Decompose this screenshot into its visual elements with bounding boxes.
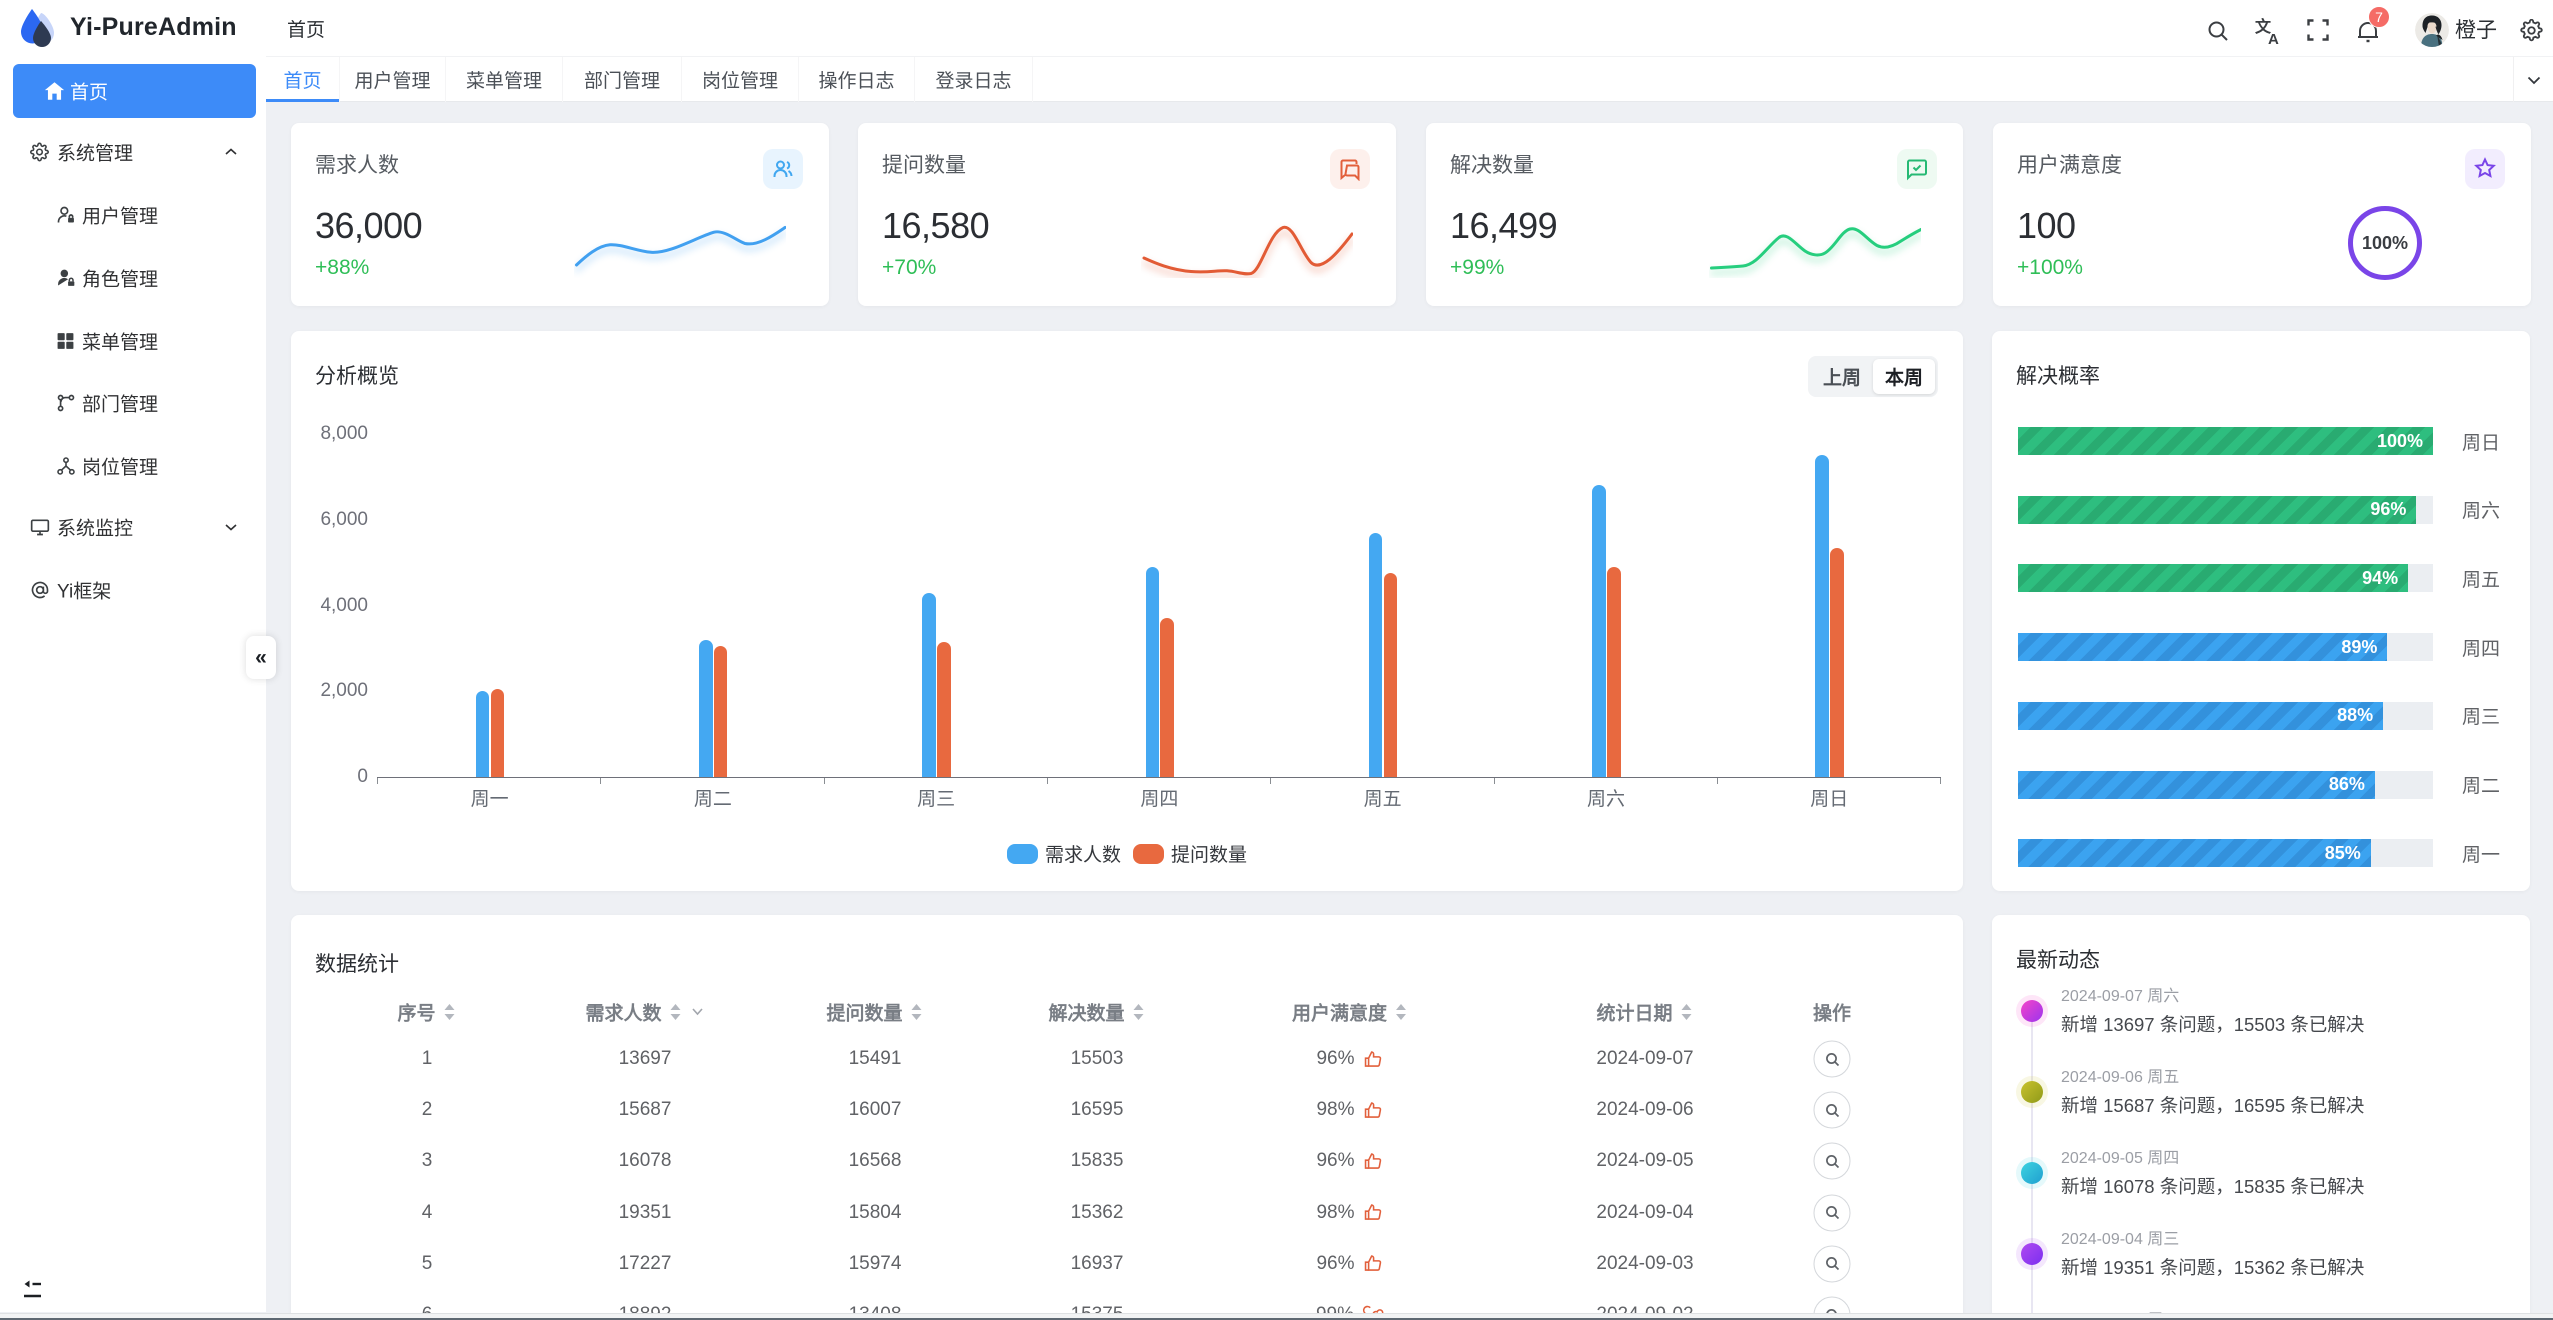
svg-text:A: A	[2268, 31, 2279, 45]
svg-text:文: 文	[2255, 17, 2272, 36]
